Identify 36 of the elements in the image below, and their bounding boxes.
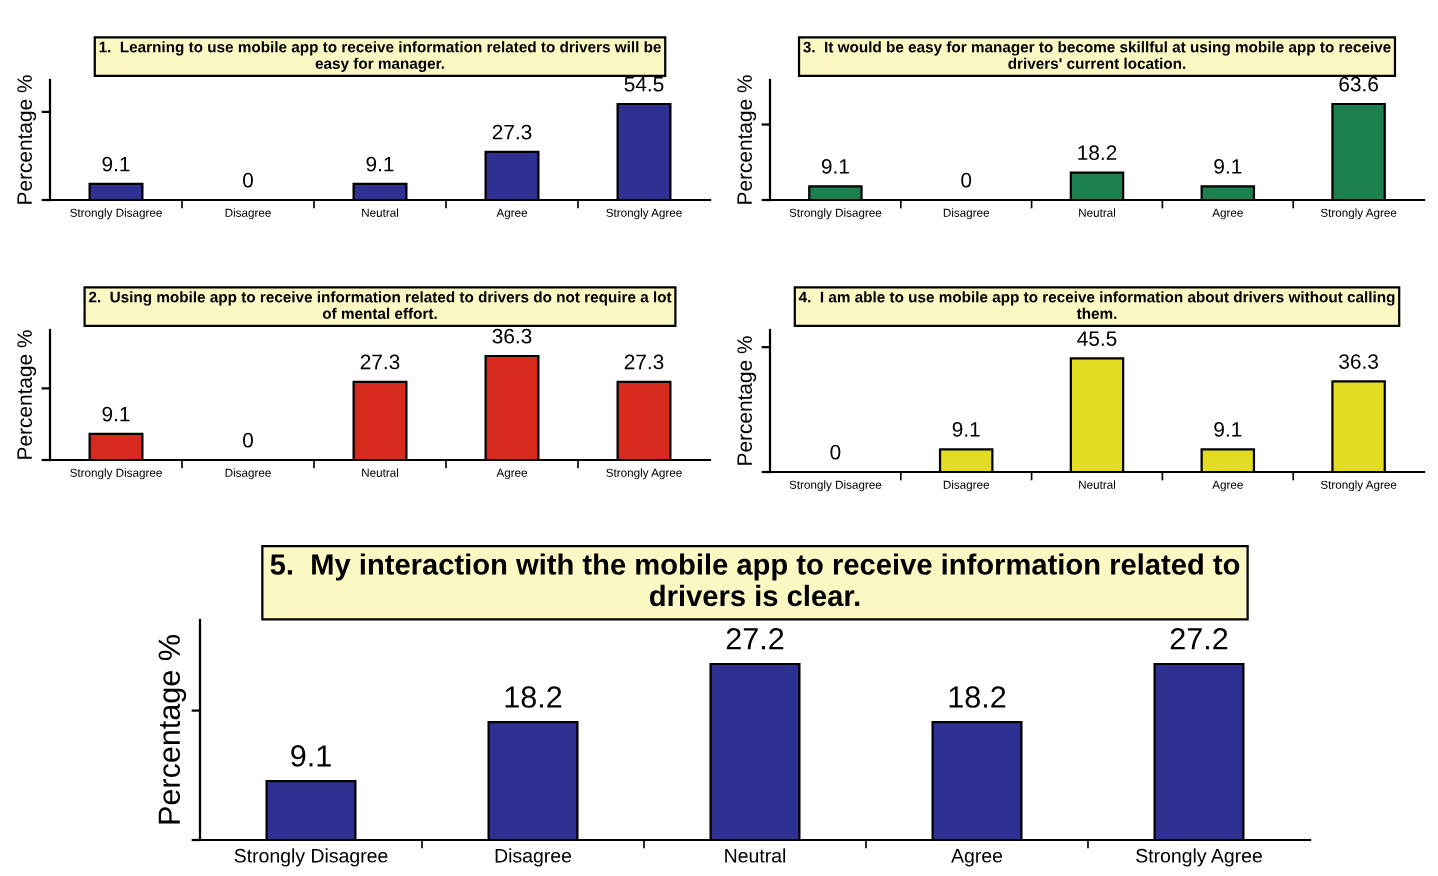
data-label: 9.1 bbox=[1214, 422, 1242, 437]
data-label: 18.2 bbox=[949, 686, 1006, 708]
x-tick-label: Disagree bbox=[495, 848, 572, 867]
x-tick-label: Neutral bbox=[725, 848, 786, 863]
data-label: 0 bbox=[243, 172, 253, 188]
y-axis-title: Percentage % bbox=[17, 75, 37, 204]
data-label: 18.2 bbox=[505, 686, 562, 708]
data-label: 9.1 bbox=[291, 745, 331, 767]
data-label: 9.1 bbox=[102, 406, 130, 422]
y-axis-title: Percentage % bbox=[158, 635, 187, 824]
data-label: 27.2 bbox=[1170, 627, 1228, 650]
data-label: 36.3 bbox=[1339, 354, 1378, 369]
data-label: 9.1 bbox=[1214, 159, 1242, 174]
data-label: 27.3 bbox=[492, 124, 532, 140]
x-tick-label: Strongly Disagree bbox=[234, 848, 388, 867]
y-axis-title: Percentage % bbox=[17, 330, 37, 459]
data-label: 0 bbox=[830, 444, 841, 460]
data-label: 27.2 bbox=[726, 627, 784, 650]
data-label: 36.3 bbox=[492, 328, 532, 344]
data-label: 0 bbox=[961, 172, 972, 188]
data-label: 63.6 bbox=[1339, 76, 1378, 92]
data-label: 54.5 bbox=[624, 77, 664, 92]
data-label: 0 bbox=[243, 432, 253, 448]
x-tick-label: Strongly Agree bbox=[1136, 848, 1262, 867]
data-label: 9.1 bbox=[102, 156, 130, 172]
y-axis-title: Percentage % bbox=[737, 336, 757, 465]
data-label: 27.3 bbox=[624, 354, 664, 370]
x-tick-label: Agree bbox=[951, 849, 1003, 867]
data-label: 18.2 bbox=[1078, 145, 1117, 161]
data-label: 27.3 bbox=[360, 354, 400, 370]
chart-title: 5. My interaction with the mobile app to receive information related to drivers is clear. bbox=[270, 553, 1240, 607]
data-label: 9.1 bbox=[952, 422, 980, 437]
y-axis-title: Percentage % bbox=[737, 75, 757, 204]
data-label: 45.5 bbox=[1077, 331, 1117, 346]
data-label: 9.1 bbox=[821, 159, 849, 174]
data-label: 9.1 bbox=[366, 156, 394, 172]
